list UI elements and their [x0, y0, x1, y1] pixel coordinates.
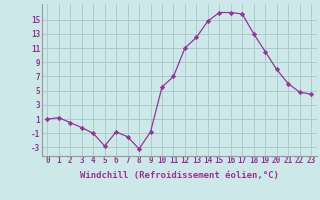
X-axis label: Windchill (Refroidissement éolien,°C): Windchill (Refroidissement éolien,°C) — [80, 171, 279, 180]
